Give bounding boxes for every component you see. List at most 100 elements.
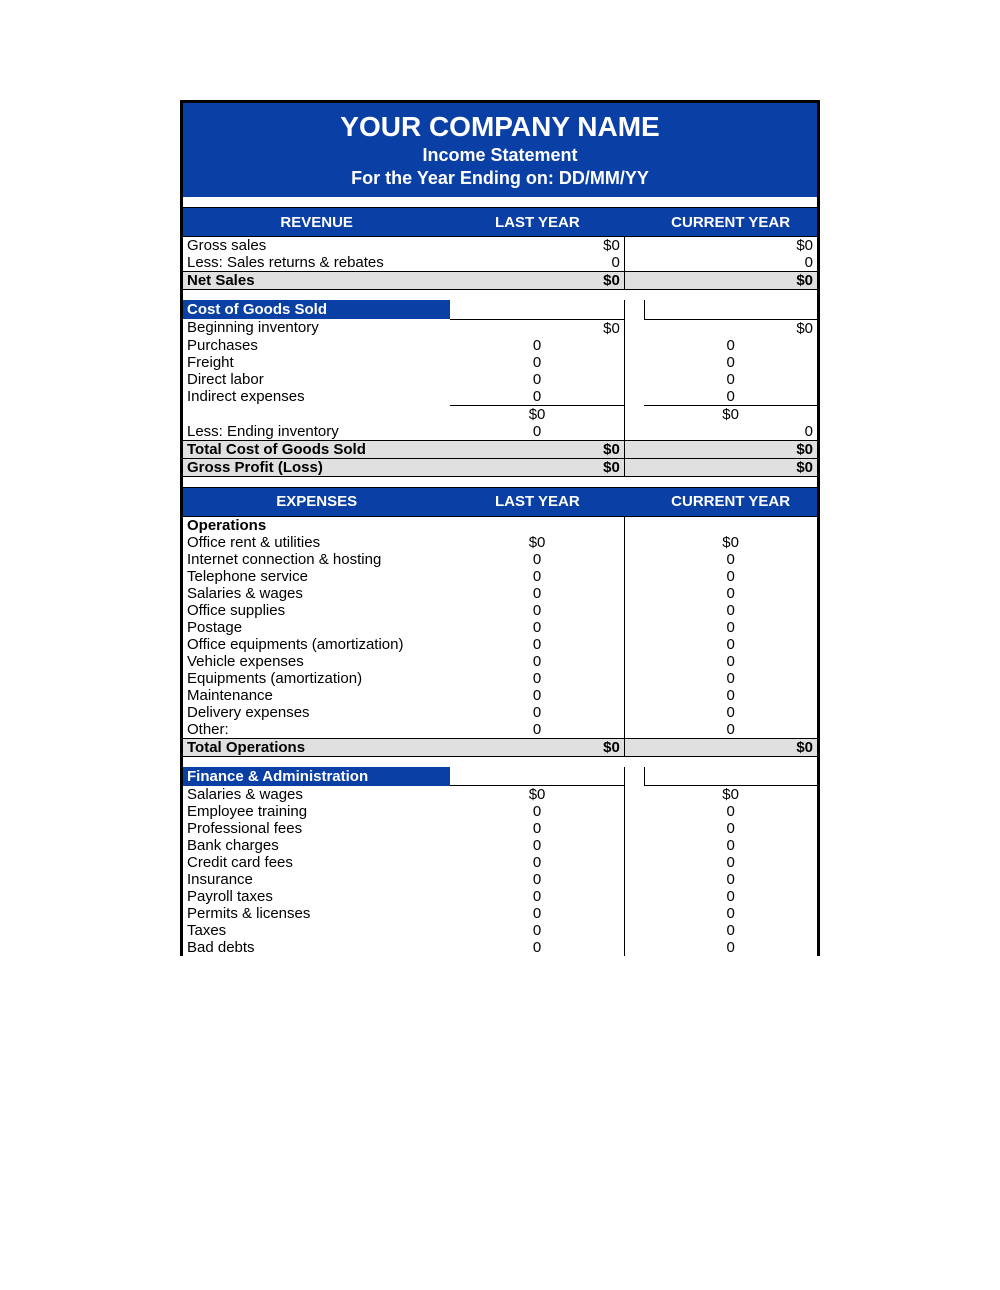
table-row: Direct labor00 xyxy=(182,371,819,388)
operations-heading: Operations xyxy=(182,516,819,534)
row-last-year: 0 xyxy=(450,687,624,704)
row-label: Employee training xyxy=(182,803,451,820)
row-label: Office rent & utilities xyxy=(182,534,451,551)
table-row: Internet connection & hosting00 xyxy=(182,551,819,568)
row-last-year: 0 xyxy=(450,939,624,956)
table-row: Salaries & wages00 xyxy=(182,585,819,602)
table-row: Credit card fees00 xyxy=(182,854,819,871)
row-last-year: 0 xyxy=(450,585,624,602)
row-last-year: 0 xyxy=(450,653,624,670)
row-current-year: $0 xyxy=(644,786,818,804)
table-row: Office equipments (amortization)00 xyxy=(182,636,819,653)
row-last-year: 0 xyxy=(450,803,624,820)
row-current-year: 0 xyxy=(644,670,818,687)
table-row: Taxes00 xyxy=(182,922,819,939)
row-last-year: $0 xyxy=(450,786,624,804)
row-last-year: 0 xyxy=(450,888,624,905)
row-label: Equipments (amortization) xyxy=(182,670,451,687)
row-label: Delivery expenses xyxy=(182,704,451,721)
row-label: Beginning inventory xyxy=(182,319,451,337)
col-header-last-year: LAST YEAR xyxy=(450,487,624,516)
expenses-header: EXPENSES LAST YEAR CURRENT YEAR xyxy=(182,487,819,516)
table-row: Payroll taxes00 xyxy=(182,888,819,905)
table-row: Other:00 xyxy=(182,721,819,739)
row-label: Payroll taxes xyxy=(182,888,451,905)
row-last-year: 0 xyxy=(450,854,624,871)
table-row: Office rent & utilities$0$0 xyxy=(182,534,819,551)
table-row: Insurance00 xyxy=(182,871,819,888)
statement-title: Income Statement xyxy=(182,145,819,168)
company-name: YOUR COMPANY NAME xyxy=(182,102,819,146)
col-header-current-year: CURRENT YEAR xyxy=(644,487,818,516)
row-last-year: 0 xyxy=(450,704,624,721)
table-row: Office supplies00 xyxy=(182,602,819,619)
finance-header: Finance & Administration xyxy=(182,767,819,786)
row-last-year: 0 xyxy=(450,837,624,854)
row-current-year: 0 xyxy=(644,854,818,871)
row-current-year: 0 xyxy=(644,653,818,670)
row-label: Postage xyxy=(182,619,451,636)
row-last-year: 0 xyxy=(450,388,624,406)
row-label: Insurance xyxy=(182,871,451,888)
row-last-year: $0 xyxy=(450,319,624,337)
row-last-year: 0 xyxy=(450,721,624,739)
row-cogs-subtotal: $0 $0 xyxy=(182,405,819,423)
row-current-year: 0 xyxy=(644,388,818,406)
row-label: Credit card fees xyxy=(182,854,451,871)
row-current-year: 0 xyxy=(644,602,818,619)
row-gross-profit: Gross Profit (Loss) $0 $0 xyxy=(182,458,819,476)
row-last-year: 0 xyxy=(450,636,624,653)
table-row: Telephone service00 xyxy=(182,568,819,585)
statement-period: For the Year Ending on: DD/MM/YY xyxy=(182,168,819,197)
row-label: Bank charges xyxy=(182,837,451,854)
row-last-year: 0 xyxy=(450,820,624,837)
row-current-year: 0 xyxy=(644,837,818,854)
row-label: Maintenance xyxy=(182,687,451,704)
row-current-year: 0 xyxy=(644,337,818,354)
row-label: Freight xyxy=(182,354,451,371)
table-row: Beginning inventory$0$0 xyxy=(182,319,819,337)
table-row: Professional fees00 xyxy=(182,820,819,837)
table-row: Postage00 xyxy=(182,619,819,636)
row-gross-sales: Gross sales $0 $0 xyxy=(182,237,819,255)
row-label: Direct labor xyxy=(182,371,451,388)
row-label: Internet connection & hosting xyxy=(182,551,451,568)
row-label: Purchases xyxy=(182,337,451,354)
row-label: Vehicle expenses xyxy=(182,653,451,670)
table-row: Delivery expenses00 xyxy=(182,704,819,721)
row-net-sales: Net Sales $0 $0 xyxy=(182,272,819,290)
row-current-year: 0 xyxy=(644,636,818,653)
expenses-heading: EXPENSES xyxy=(182,487,451,516)
row-ending-inventory: Less: Ending inventory 0 0 xyxy=(182,423,819,441)
row-last-year: 0 xyxy=(450,922,624,939)
row-label: Indirect expenses xyxy=(182,388,451,406)
col-header-current-year: CURRENT YEAR xyxy=(644,208,818,237)
row-label: Telephone service xyxy=(182,568,451,585)
row-last-year: 0 xyxy=(450,871,624,888)
row-current-year: 0 xyxy=(644,704,818,721)
row-last-year: 0 xyxy=(450,337,624,354)
row-current-year: 0 xyxy=(644,922,818,939)
revenue-header: REVENUE LAST YEAR CURRENT YEAR xyxy=(182,208,819,237)
row-current-year: 0 xyxy=(644,905,818,922)
income-statement-page: YOUR COMPANY NAME Income Statement For t… xyxy=(0,0,1000,1290)
row-label: Other: xyxy=(182,721,451,739)
row-label: Office supplies xyxy=(182,602,451,619)
row-current-year: 0 xyxy=(644,721,818,739)
row-last-year: $0 xyxy=(450,534,624,551)
table-row: Indirect expenses00 xyxy=(182,388,819,406)
row-last-year: 0 xyxy=(450,670,624,687)
row-current-year: 0 xyxy=(644,871,818,888)
row-current-year: 0 xyxy=(644,687,818,704)
row-last-year: 0 xyxy=(450,371,624,388)
table-row: Permits & licenses00 xyxy=(182,905,819,922)
row-current-year: 0 xyxy=(644,551,818,568)
row-current-year: $0 xyxy=(644,534,818,551)
table-row: Vehicle expenses00 xyxy=(182,653,819,670)
row-last-year: 0 xyxy=(450,568,624,585)
row-label: Permits & licenses xyxy=(182,905,451,922)
row-label: Bad debts xyxy=(182,939,451,956)
row-last-year: 0 xyxy=(450,551,624,568)
row-label: Office equipments (amortization) xyxy=(182,636,451,653)
row-label: Salaries & wages xyxy=(182,786,451,804)
